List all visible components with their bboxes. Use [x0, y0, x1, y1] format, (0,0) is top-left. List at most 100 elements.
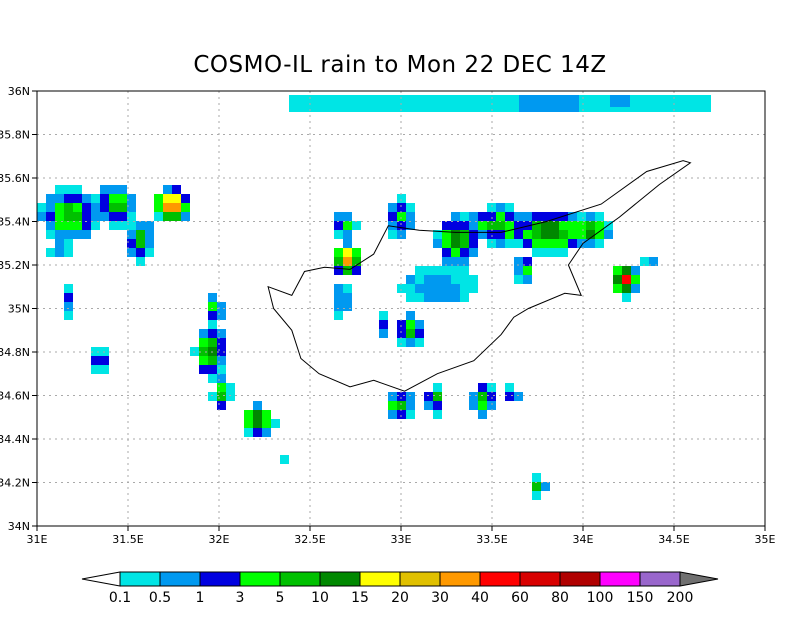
rain-cell: [208, 329, 217, 338]
rain-cell: [496, 221, 505, 230]
rain-cell: [613, 266, 622, 275]
rain-cell: [451, 275, 460, 284]
rain-cell: [568, 239, 577, 248]
rain-cell: [406, 212, 415, 221]
rain-cell: [568, 221, 577, 230]
x-tick-label: 33.5E: [476, 533, 507, 546]
rain-cell: [406, 275, 415, 284]
colorbar-label: 200: [667, 590, 694, 606]
rain-cell: [532, 491, 541, 500]
rain-cell: [406, 284, 415, 293]
colorbar-swatch: [159, 571, 201, 587]
rain-cell: [406, 293, 415, 302]
rain-cell: [505, 221, 514, 230]
rain-cell: [343, 266, 352, 275]
rain-cell: [253, 410, 262, 419]
rain-cell: [100, 185, 109, 194]
rain-cell: [469, 284, 478, 293]
rain-cell: [406, 338, 415, 347]
rain-cell: [523, 266, 532, 275]
x-tick-label: 31E: [27, 533, 48, 546]
rain-cell: [541, 212, 550, 221]
rain-cell: [55, 221, 64, 230]
colorbar-swatch: [519, 571, 561, 587]
rain-cell: [397, 212, 406, 221]
rain-cell: [532, 482, 541, 491]
rain-cell: [397, 194, 406, 203]
rain-cell: [208, 293, 217, 302]
rain-cell: [91, 356, 100, 365]
rain-cell: [424, 401, 433, 410]
y-tick-label: 34.8N: [0, 346, 30, 359]
rain-cell: [433, 284, 442, 293]
rain-cell: [109, 194, 118, 203]
rain-cell: [64, 203, 73, 212]
y-tick-label: 35.2N: [0, 259, 30, 272]
rain-cell: [460, 257, 469, 266]
colorbar-label: 3: [236, 590, 245, 606]
rain-cell: [163, 185, 172, 194]
rain-cell: [451, 239, 460, 248]
rain-cell: [595, 212, 604, 221]
rain-cell: [118, 185, 127, 194]
rain-cell: [172, 185, 181, 194]
rain-cell: [559, 248, 568, 257]
rain-cell: [487, 383, 496, 392]
rain-cell: [55, 194, 64, 203]
rain-field: [37, 95, 711, 500]
colorbar-swatch: [439, 571, 481, 587]
rain-cell: [199, 329, 208, 338]
rain-cell: [541, 239, 550, 248]
rain-cell: [217, 302, 226, 311]
rain-cell: [541, 221, 550, 230]
colorbar-swatch: [119, 571, 161, 587]
x-tick-label: 34E: [573, 533, 594, 546]
rain-cell: [217, 356, 226, 365]
rain-cell: [100, 212, 109, 221]
y-tick-label: 35N: [8, 303, 30, 316]
rain-cell: [172, 194, 181, 203]
rain-cell: [487, 212, 496, 221]
rain-cell: [442, 239, 451, 248]
rain-cell: [406, 203, 415, 212]
rain-cell: [514, 212, 523, 221]
rain-cell: [280, 455, 289, 464]
rain-cell: [154, 203, 163, 212]
rain-cell: [208, 374, 217, 383]
rain-cell: [460, 284, 469, 293]
rain-cell: [469, 392, 478, 401]
rain-cell: [64, 302, 73, 311]
rain-cell: [379, 329, 388, 338]
rain-cell: [46, 212, 55, 221]
rain-cell: [433, 275, 442, 284]
rain-cell: [181, 212, 190, 221]
rain-cell: [154, 194, 163, 203]
colorbar: 0.1 0.5 1 3 5 10 15 20 30 40 60 80 100 150 200: [81, 571, 719, 606]
rain-cell: [586, 239, 595, 248]
rain-cell: [559, 239, 568, 248]
rain-cell: [406, 410, 415, 419]
rain-cell: [514, 239, 523, 248]
rain-cell: [451, 221, 460, 230]
rain-cell: [46, 221, 55, 230]
rain-cell: [217, 365, 226, 374]
rain-cell: [397, 320, 406, 329]
map-title: COSMO-IL rain to Mon 22 DEC 14Z: [193, 52, 607, 78]
rain-cell: [91, 212, 100, 221]
rain-cell: [433, 383, 442, 392]
rain-cell: [460, 293, 469, 302]
rain-cell: [91, 347, 100, 356]
rain-cell: [451, 212, 460, 221]
rain-cell: [487, 221, 496, 230]
colorbar-label: 30: [431, 590, 449, 606]
rain-cell: [406, 320, 415, 329]
colorbar-label: 0.1: [109, 590, 131, 606]
rain-cell: [73, 221, 82, 230]
rain-cell: [433, 410, 442, 419]
rain-cell: [424, 284, 433, 293]
rain-cell: [451, 266, 460, 275]
rain-cell: [415, 284, 424, 293]
rain-cell: [460, 266, 469, 275]
rain-cell: [118, 194, 127, 203]
